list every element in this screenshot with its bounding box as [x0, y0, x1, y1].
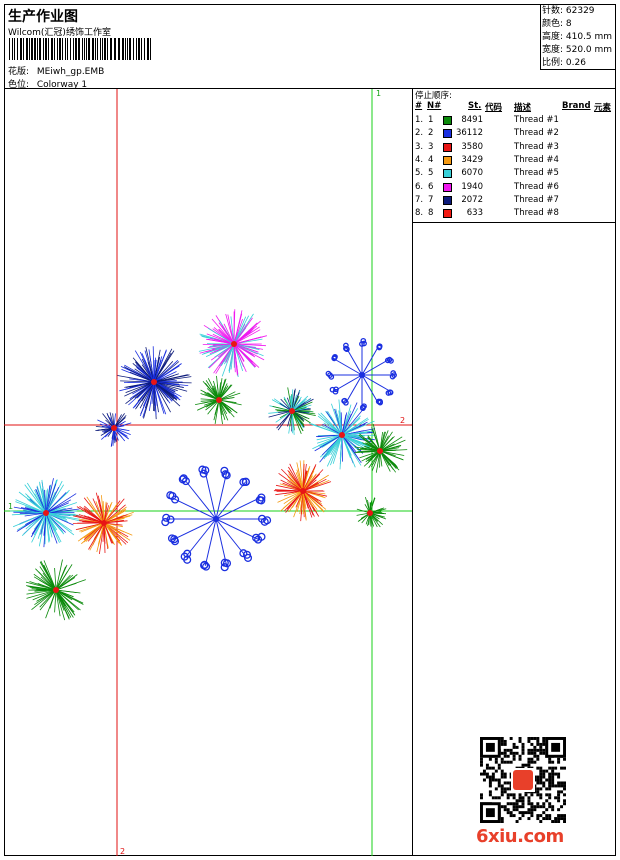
colorway-label: 色位: — [8, 80, 30, 90]
table-row: 7. 7 2072 Thread #7 — [413, 194, 616, 207]
row-index: 7. — [415, 194, 424, 205]
barcode-icon — [9, 38, 151, 60]
row-index: 3. — [415, 141, 424, 152]
col-element: 元素 — [594, 103, 612, 113]
stop-sequence-header: 停止顺序: — [415, 91, 452, 101]
row-index: 5. — [415, 168, 424, 179]
row-index: 1. — [415, 115, 424, 125]
row-index: 8. — [415, 208, 424, 219]
colorway-value: Colorway 1 — [36, 80, 88, 90]
row-description: Thread #8 — [514, 208, 559, 219]
row-needle: 5 — [428, 168, 434, 179]
qr-code-icon — [480, 737, 566, 823]
burst-magenta — [198, 309, 267, 378]
color-swatch — [443, 155, 452, 165]
row-stitches: 2072 — [461, 194, 483, 205]
stop-sequence-table: 停止顺序: # N# St. 代码 描述 Brand 元素 1. 1 8491 Thr… — [413, 89, 616, 223]
row-stitches: 8491 — [461, 115, 483, 125]
col-brand: Brand — [562, 101, 591, 111]
stats-panel: 针数: 62329 颜色: 8 高度: 410.5 mm 宽度: 520.0 m… — [540, 4, 616, 70]
row-index: 4. — [415, 154, 424, 165]
design-label: 花版: — [8, 67, 30, 77]
row-needle: 7 — [428, 194, 434, 205]
row-description: Thread #4 — [514, 154, 559, 165]
design-name-row: 花版: MEiwh_gp.EMB — [8, 64, 104, 77]
header: 生产作业图 Wilcom(汇冠)绣饰工作室 花版: MEiwh_gp.EMB 色… — [4, 4, 616, 90]
watermark-logo: 6xiu.com — [476, 826, 564, 847]
burst-blue-large — [117, 346, 192, 420]
burst-orange-1 — [273, 460, 332, 522]
burst-blue-small — [95, 412, 132, 447]
row-stitches: 6070 — [461, 168, 483, 179]
table-row: 3. 3 3580 Thread #3 — [413, 141, 616, 154]
row-needle: 3 — [428, 141, 434, 152]
stitch-count: 针数: 62329 — [542, 6, 595, 16]
burst-green-3 — [356, 496, 387, 528]
burst-orange-2 — [72, 492, 134, 555]
table-header: # N# St. 代码 描述 Brand 元素 — [413, 101, 616, 113]
col-index: # — [415, 101, 423, 111]
row-description: Thread #5 — [514, 168, 559, 179]
table-row: 1. 1 8491 Thread #1 — [413, 114, 616, 127]
row-needle: 4 — [428, 154, 434, 165]
color-swatch — [443, 142, 452, 152]
guide-marker-bottom: 2 — [120, 847, 125, 856]
burst-green-2 — [354, 423, 408, 473]
color-swatch — [443, 116, 452, 125]
row-stitches: 3429 — [461, 154, 483, 165]
design-scale: 比例: 0.26 — [542, 58, 586, 68]
burst-green-4 — [25, 559, 86, 621]
burst-cyan-left — [10, 478, 81, 548]
company-name: Wilcom(汇冠)绣饰工作室 — [8, 28, 111, 38]
table-row: 4. 4 3429 Thread #4 — [413, 154, 616, 167]
flower-ring-small — [325, 337, 397, 412]
color-swatch — [443, 195, 452, 205]
embroidery-artwork: 1 2 1 2 — [4, 89, 412, 856]
page-frame — [4, 4, 616, 856]
design-preview: 1 2 1 2 — [4, 89, 412, 856]
colorway-row: 色位: Colorway 1 — [8, 77, 87, 90]
row-needle: 8 — [428, 208, 434, 219]
table-row: 6. 6 1940 Thread #6 — [413, 181, 616, 194]
design-height: 高度: 410.5 mm — [542, 32, 613, 42]
table-row: 8. 8 633 Thread #8 — [413, 207, 616, 220]
row-needle: 1 — [428, 115, 434, 125]
row-needle: 2 — [428, 128, 434, 139]
thread-sidebar: 停止顺序: # N# St. 代码 描述 Brand 元素 1. 1 8491 Thr… — [412, 89, 616, 856]
row-description: Thread #7 — [514, 194, 559, 205]
row-needle: 6 — [428, 181, 434, 192]
col-needle: N# — [427, 101, 442, 111]
row-stitches: 36112 — [455, 128, 483, 139]
row-index: 2. — [415, 128, 424, 139]
burst-cyan-blue — [308, 399, 376, 470]
page-title: 生产作业图 — [8, 9, 78, 25]
guide-marker-right: 2 — [400, 416, 405, 425]
row-stitches: 633 — [466, 208, 483, 219]
guide-marker-top: 1 — [376, 89, 381, 98]
color-swatch — [443, 169, 452, 179]
row-description: Thread #2 — [514, 128, 559, 139]
burst-green-1 — [195, 375, 242, 425]
color-swatch — [443, 182, 452, 192]
color-swatch — [443, 209, 452, 219]
row-description: Thread #3 — [514, 141, 559, 152]
row-stitches: 1940 — [461, 181, 483, 192]
col-desc: 描述 — [514, 103, 532, 113]
design-file: MEiwh_gp.EMB — [36, 67, 105, 77]
color-count: 颜色: 8 — [542, 19, 572, 29]
flower-ring-large — [161, 465, 272, 572]
burst-navy-green — [268, 387, 316, 435]
guide-marker-left: 1 — [8, 502, 13, 511]
table-row: 5. 5 6070 Thread #5 — [413, 167, 616, 180]
design-width: 宽度: 520.0 mm — [542, 45, 613, 55]
row-description: Thread #6 — [514, 181, 559, 192]
table-row: 2. 2 36112 Thread #2 — [413, 127, 616, 140]
row-description: Thread #1 — [514, 115, 559, 125]
color-swatch — [443, 129, 452, 139]
col-stitches: St. — [468, 101, 482, 111]
col-code: 代码 — [485, 103, 503, 113]
row-index: 6. — [415, 181, 424, 192]
row-stitches: 3580 — [461, 141, 483, 152]
